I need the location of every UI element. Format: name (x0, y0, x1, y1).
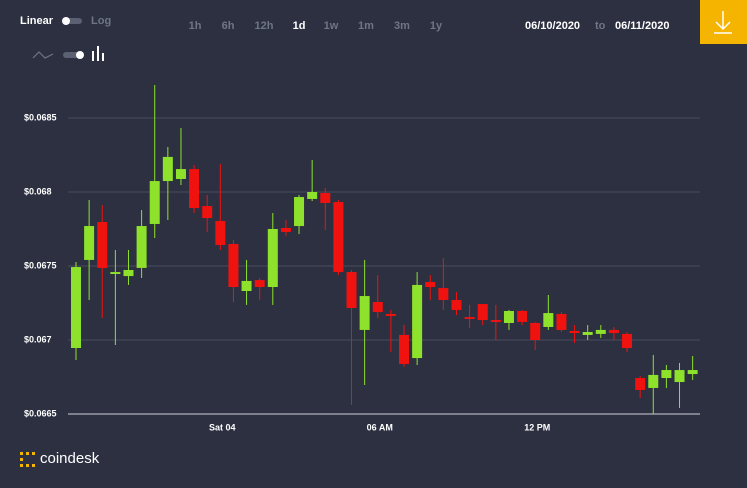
brand-name: coindesk (40, 450, 100, 467)
candle-body (372, 301, 383, 313)
range-button[interactable]: 1m (358, 20, 374, 32)
candle-body (241, 280, 252, 292)
candle-body (280, 227, 291, 232)
type-toggle-knob[interactable] (76, 51, 84, 59)
candle-body (595, 329, 606, 334)
brand-logo (20, 452, 35, 467)
candle-body (84, 226, 95, 260)
y-tick-label: $0.067 (24, 334, 52, 344)
y-tick-label: $0.0665 (24, 408, 57, 418)
range-button[interactable]: 3m (394, 20, 410, 32)
candle-body (320, 193, 331, 203)
candle-body (136, 226, 147, 268)
candle-body (307, 192, 318, 199)
range-button[interactable]: 6h (222, 20, 235, 32)
download-icon[interactable] (714, 11, 732, 34)
candle-body (648, 374, 659, 388)
candle-body (228, 243, 239, 288)
candle-body (543, 313, 554, 327)
candle-body (399, 334, 409, 364)
date-from[interactable]: 06/10/2020 (525, 20, 580, 32)
candle-body (189, 169, 200, 208)
candle-body (569, 330, 580, 334)
candle-body (674, 370, 685, 383)
candle-body (175, 169, 186, 179)
candle-body (71, 267, 81, 348)
y-tick-label: $0.0675 (24, 260, 57, 270)
x-tick-label: 12 PM (524, 422, 550, 432)
candle-body (608, 329, 619, 334)
candle-body (359, 296, 370, 330)
x-tick-label: 06 AM (367, 422, 393, 432)
candle-body (530, 322, 541, 340)
date-to[interactable]: 06/11/2020 (615, 20, 669, 32)
candle-body (162, 156, 173, 182)
candle-body (254, 280, 265, 288)
candle-body (490, 320, 501, 322)
candle-body (110, 272, 121, 274)
candle-body (267, 229, 278, 288)
candle-body (149, 181, 160, 224)
candle-icon[interactable] (92, 46, 104, 61)
range-button[interactable]: 1d (293, 20, 306, 32)
candle-body (477, 304, 488, 321)
candle-body (385, 313, 396, 317)
scale-linear[interactable]: Linear (20, 15, 54, 27)
candle-body (346, 272, 357, 309)
candle-body (97, 222, 108, 268)
candle-body (412, 284, 423, 359)
range-button[interactable]: 12h (255, 20, 274, 32)
date-separator: to (595, 20, 606, 32)
range-button[interactable]: 1w (324, 20, 339, 32)
scale-log[interactable]: Log (91, 15, 111, 27)
candle-body (503, 310, 514, 323)
candle-body (661, 370, 672, 379)
candle-body (517, 310, 528, 322)
candle-body (438, 288, 449, 301)
candle-body (464, 317, 475, 319)
candle-body (635, 378, 646, 391)
candle-body (294, 197, 305, 227)
candle-body (556, 313, 567, 330)
candle-body (582, 332, 593, 335)
line-icon[interactable] (32, 51, 54, 59)
candle-body (687, 370, 698, 375)
y-tick-label: $0.0685 (24, 112, 57, 122)
candle-body (425, 281, 436, 288)
scale-toggle-knob[interactable] (62, 17, 70, 25)
candle-body (622, 333, 633, 348)
candle-body (451, 300, 462, 310)
range-button[interactable]: 1y (430, 20, 443, 32)
range-button[interactable]: 1h (189, 20, 202, 32)
candle-body (333, 202, 344, 273)
y-tick-label: $0.068 (24, 186, 52, 196)
candle-body (202, 206, 213, 219)
x-tick-label: Sat 04 (209, 422, 236, 432)
candle-body (123, 269, 134, 277)
candle-body (215, 221, 226, 245)
